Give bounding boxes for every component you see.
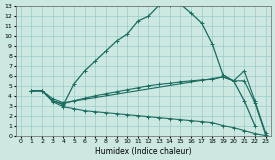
X-axis label: Humidex (Indice chaleur): Humidex (Indice chaleur) xyxy=(95,147,191,156)
